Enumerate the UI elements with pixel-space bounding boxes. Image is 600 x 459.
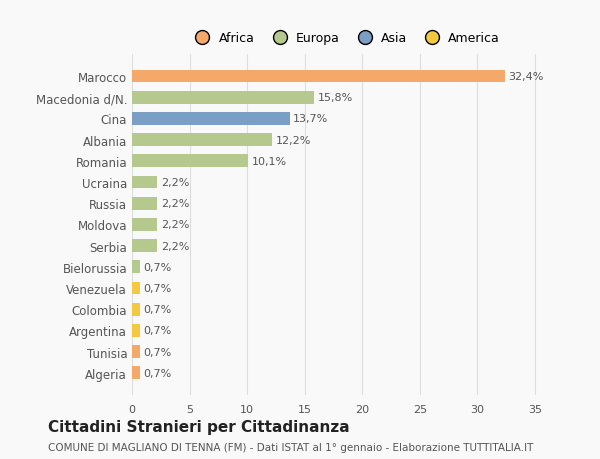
Text: 0,7%: 0,7% — [143, 304, 172, 314]
Bar — [132, 218, 157, 231]
Text: 2,2%: 2,2% — [161, 241, 189, 251]
Text: 15,8%: 15,8% — [317, 93, 353, 103]
Bar — [132, 71, 505, 83]
Text: 2,2%: 2,2% — [161, 220, 189, 230]
Text: 0,7%: 0,7% — [143, 368, 172, 378]
Bar — [132, 325, 140, 337]
Text: Cittadini Stranieri per Cittadinanza: Cittadini Stranieri per Cittadinanza — [48, 420, 350, 435]
Text: 0,7%: 0,7% — [143, 262, 172, 272]
Text: 2,2%: 2,2% — [161, 178, 189, 188]
Bar — [132, 155, 248, 168]
Bar — [132, 261, 140, 274]
Text: 0,7%: 0,7% — [143, 283, 172, 293]
Bar — [132, 367, 140, 379]
Bar — [132, 240, 157, 252]
Legend: Africa, Europa, Asia, America: Africa, Europa, Asia, America — [185, 28, 505, 50]
Text: 0,7%: 0,7% — [143, 326, 172, 336]
Text: 32,4%: 32,4% — [508, 72, 544, 82]
Bar — [132, 282, 140, 295]
Text: COMUNE DI MAGLIANO DI TENNA (FM) - Dati ISTAT al 1° gennaio - Elaborazione TUTTI: COMUNE DI MAGLIANO DI TENNA (FM) - Dati … — [48, 442, 533, 452]
Bar — [132, 92, 314, 104]
Bar — [132, 346, 140, 358]
Bar — [132, 134, 272, 147]
Bar — [132, 197, 157, 210]
Bar — [132, 176, 157, 189]
Text: 10,1%: 10,1% — [252, 157, 287, 167]
Text: 13,7%: 13,7% — [293, 114, 328, 124]
Bar — [132, 113, 290, 125]
Bar — [132, 303, 140, 316]
Text: 12,2%: 12,2% — [276, 135, 311, 146]
Text: 2,2%: 2,2% — [161, 199, 189, 209]
Text: 0,7%: 0,7% — [143, 347, 172, 357]
